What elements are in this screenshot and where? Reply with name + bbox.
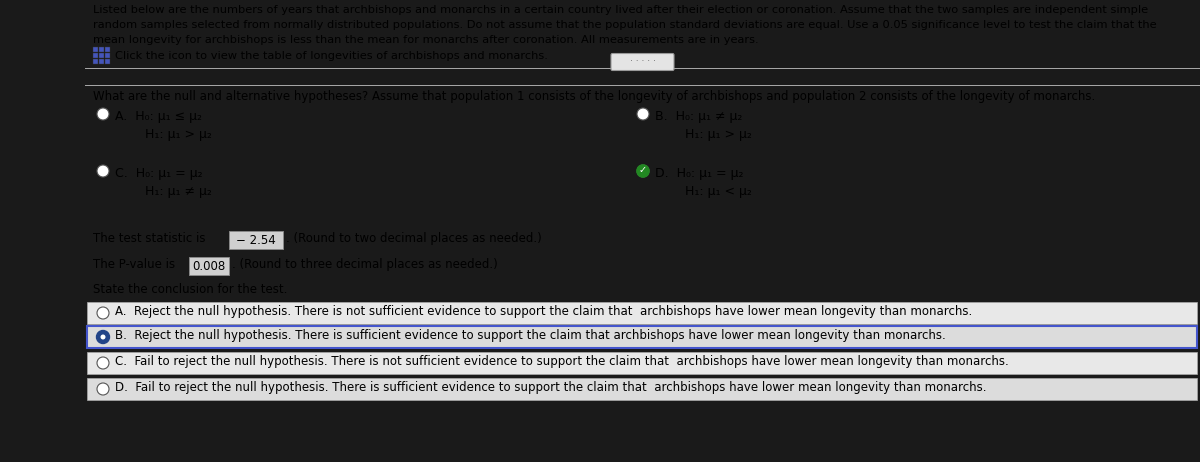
Text: random samples selected from normally distributed populations. Do not assume tha: random samples selected from normally di… (94, 20, 1157, 30)
Text: B.  Reject the null hypothesis. There is sufficient evidence to support the clai: B. Reject the null hypothesis. There is … (115, 329, 946, 342)
Bar (88, 352, 1198, 374)
Text: ✓: ✓ (638, 165, 647, 176)
Text: H₁: μ₁ < μ₂: H₁: μ₁ < μ₂ (685, 185, 752, 198)
Text: D.  Fail to reject the null hypothesis. There is sufficient evidence to support : D. Fail to reject the null hypothesis. T… (115, 382, 986, 395)
Text: C.  Fail to reject the null hypothesis. There is not sufficient evidence to supp: C. Fail to reject the null hypothesis. T… (115, 355, 1009, 369)
Text: State the conclusion for the test.: State the conclusion for the test. (94, 283, 287, 296)
Text: − 2.54: − 2.54 (236, 233, 276, 247)
Text: B.  H₀: μ₁ ≠ μ₂: B. H₀: μ₁ ≠ μ₂ (655, 110, 743, 123)
Bar (98, 59, 104, 64)
Text: The P-value is: The P-value is (94, 258, 179, 271)
Circle shape (637, 108, 649, 120)
Circle shape (101, 334, 106, 340)
Bar (98, 47, 104, 52)
Bar (106, 59, 110, 64)
Circle shape (637, 165, 649, 177)
Text: · · · · ·: · · · · · (630, 57, 655, 67)
Bar (94, 47, 98, 52)
FancyBboxPatch shape (611, 54, 674, 71)
Text: H₁: μ₁ > μ₂: H₁: μ₁ > μ₂ (685, 128, 752, 141)
Bar (94, 53, 98, 58)
Text: Click the icon to view the table of longevities of archbishops and monarchs.: Click the icon to view the table of long… (115, 51, 548, 61)
Circle shape (97, 357, 109, 369)
Bar (106, 47, 110, 52)
FancyBboxPatch shape (229, 231, 283, 249)
Bar (88, 378, 1198, 400)
Text: What are the null and alternative hypotheses? Assume that population 1 consists : What are the null and alternative hypoth… (94, 90, 1096, 103)
Text: D.  H₀: μ₁ = μ₂: D. H₀: μ₁ = μ₂ (655, 167, 744, 180)
Circle shape (96, 330, 109, 344)
Text: Listed below are the numbers of years that archbishops and monarchs in a certain: Listed below are the numbers of years th… (94, 5, 1148, 15)
Text: . (Round to two decimal places as needed.): . (Round to two decimal places as needed… (286, 232, 541, 245)
Text: mean longevity for archbishops is less than the mean for monarchs after coronati: mean longevity for archbishops is less t… (94, 35, 758, 45)
Text: . (Round to three decimal places as needed.): . (Round to three decimal places as need… (232, 258, 498, 271)
Text: 0.008: 0.008 (192, 260, 226, 273)
Text: H₁: μ₁ > μ₂: H₁: μ₁ > μ₂ (145, 128, 212, 141)
FancyBboxPatch shape (190, 257, 229, 275)
Bar (106, 53, 110, 58)
Bar (88, 302, 1198, 324)
Text: The test statistic is: The test statistic is (94, 232, 209, 245)
Bar (94, 59, 98, 64)
Circle shape (637, 165, 649, 177)
Text: A.  Reject the null hypothesis. There is not sufficient evidence to support the : A. Reject the null hypothesis. There is … (115, 305, 972, 318)
Text: H₁: μ₁ ≠ μ₂: H₁: μ₁ ≠ μ₂ (145, 185, 212, 198)
Bar (98, 53, 104, 58)
Bar (88, 326, 1198, 348)
Circle shape (97, 165, 109, 177)
Circle shape (97, 383, 109, 395)
Circle shape (97, 108, 109, 120)
Circle shape (97, 307, 109, 319)
Text: A.  H₀: μ₁ ≤ μ₂: A. H₀: μ₁ ≤ μ₂ (115, 110, 202, 123)
Text: C.  H₀: μ₁ = μ₂: C. H₀: μ₁ = μ₂ (115, 167, 203, 180)
